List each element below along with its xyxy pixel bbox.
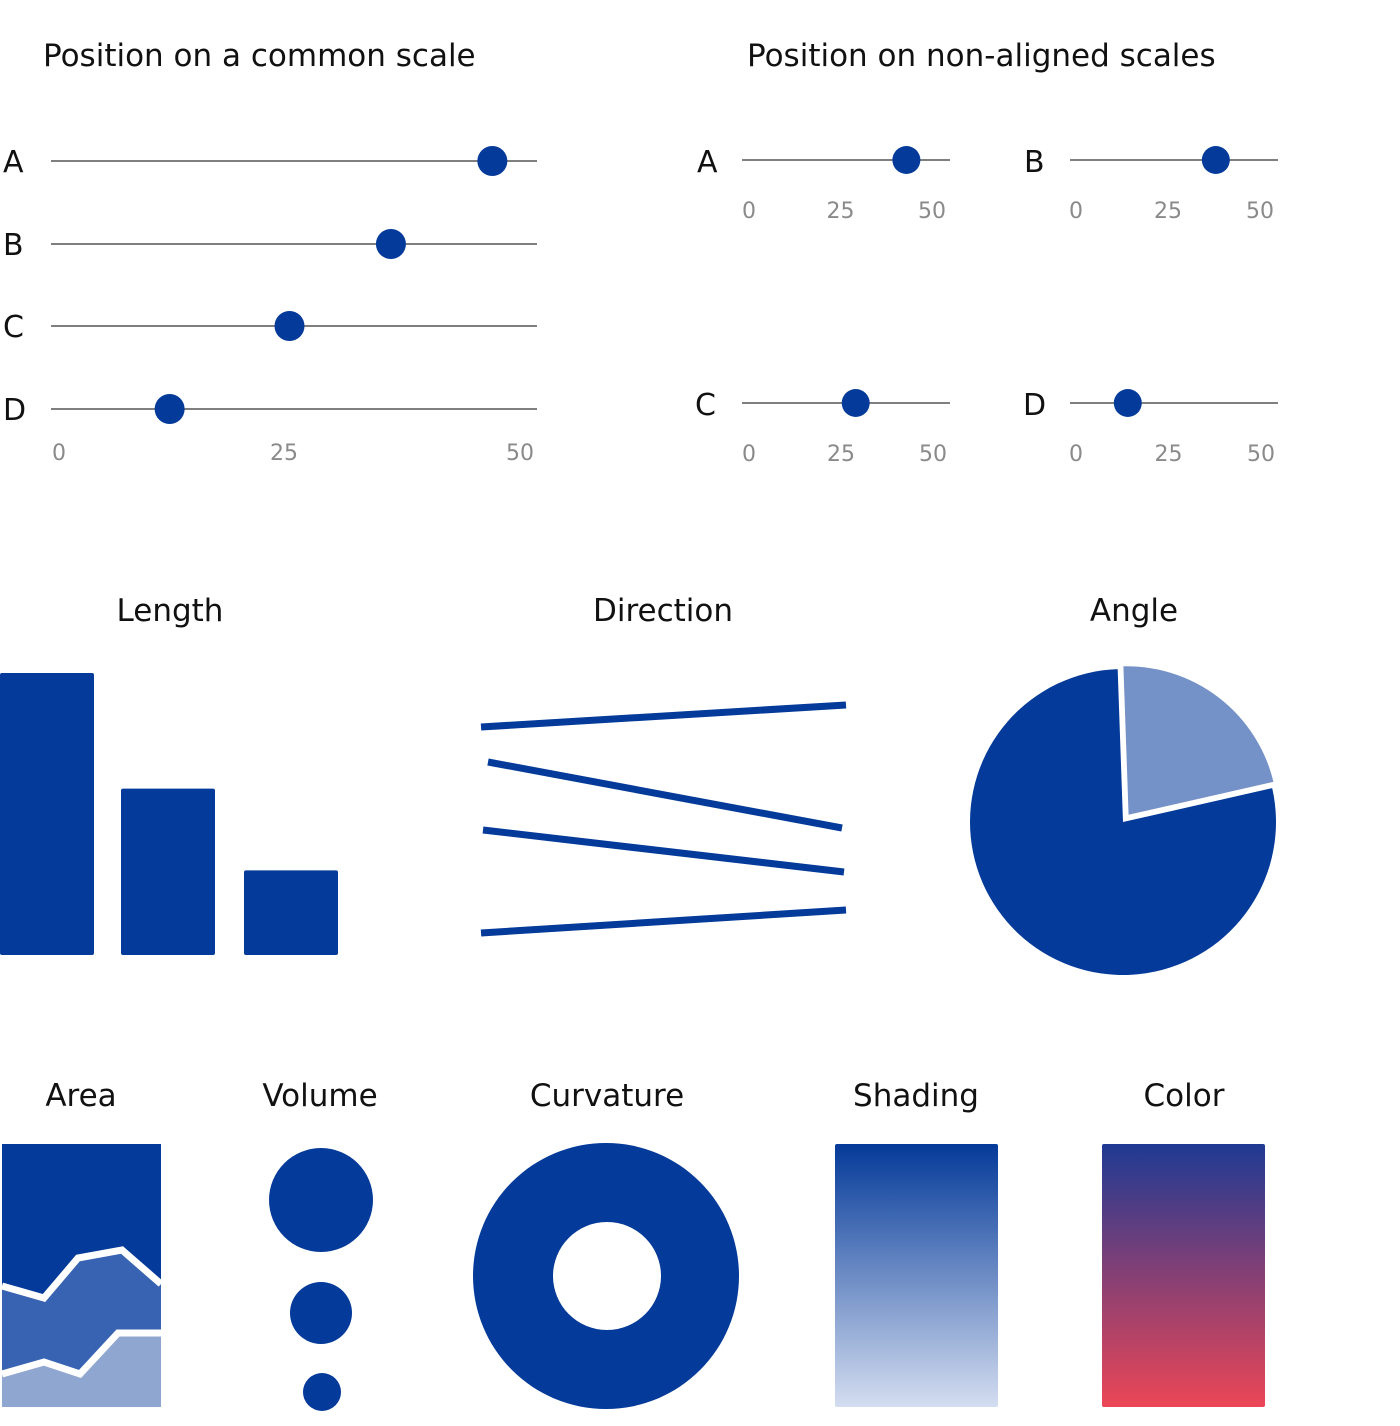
direction-lines bbox=[480, 701, 847, 937]
non-aligned-title: Position on non-aligned scales bbox=[747, 38, 1216, 74]
non-aligned-dot bbox=[1113, 389, 1142, 417]
angle-section: Angle bbox=[970, 593, 1279, 975]
common-row-label: D bbox=[3, 393, 26, 428]
area-title: Area bbox=[45, 1078, 116, 1114]
length-bars bbox=[0, 673, 338, 955]
length-section: Length bbox=[0, 593, 338, 955]
non-aligned-tick: 0 bbox=[1069, 442, 1083, 467]
area-upper-boundary bbox=[1, 1246, 164, 1302]
non-aligned-tick: 25 bbox=[827, 199, 855, 224]
non-aligned-tick: 0 bbox=[742, 442, 756, 467]
common-scale-title: Position on a common scale bbox=[43, 38, 476, 74]
non-aligned-panel-label: C bbox=[695, 388, 716, 423]
curvature-title: Curvature bbox=[530, 1078, 684, 1114]
non-aligned-panel-label: D bbox=[1023, 388, 1046, 423]
common-row-dot bbox=[477, 146, 508, 176]
volume-section: Volume bbox=[262, 1078, 378, 1411]
angle-pie bbox=[970, 662, 1279, 975]
color-title: Color bbox=[1144, 1078, 1225, 1114]
common-scale-section: Position on a common scale A B C D 0 25 50 bbox=[3, 38, 537, 466]
non-aligned-tick: 0 bbox=[1069, 199, 1083, 224]
non-aligned-panel-label: B bbox=[1024, 145, 1045, 180]
non-aligned-dot bbox=[892, 146, 921, 174]
non-aligned-tick: 50 bbox=[919, 442, 947, 467]
non-aligned-tick: 25 bbox=[1154, 199, 1182, 224]
non-aligned-tick: 50 bbox=[1247, 442, 1275, 467]
angle-pie-slice-large bbox=[970, 669, 1276, 975]
curvature-donut bbox=[473, 1143, 739, 1409]
direction-line-4 bbox=[480, 906, 847, 937]
curvature-section: Curvature bbox=[473, 1078, 739, 1409]
direction-section: Direction bbox=[480, 593, 847, 937]
direction-line-2 bbox=[487, 758, 843, 832]
volume-circle-large bbox=[269, 1148, 373, 1252]
non-aligned-dot bbox=[1201, 146, 1230, 174]
direction-line-3 bbox=[482, 826, 845, 876]
direction-line-1 bbox=[480, 701, 847, 731]
non-aligned-panel-label: A bbox=[697, 145, 718, 180]
length-title: Length bbox=[117, 593, 224, 629]
shading-gradient-rect bbox=[835, 1144, 998, 1407]
non-aligned-panel: A0 25 50 bbox=[697, 145, 950, 224]
volume-circle-small bbox=[303, 1373, 341, 1411]
non-aligned-tick: 25 bbox=[827, 442, 855, 467]
non-aligned-panel: C 0 25 50 bbox=[695, 388, 950, 467]
non-aligned-panel: B0 25 50 bbox=[1024, 145, 1278, 224]
angle-title: Angle bbox=[1090, 593, 1178, 629]
common-row-label: C bbox=[3, 310, 24, 345]
color-gradient-rect bbox=[1102, 1144, 1265, 1407]
area-lower-boundary bbox=[1, 1329, 161, 1379]
angle-pie-slice-small bbox=[1119, 662, 1279, 820]
common-row-label: A bbox=[3, 145, 24, 180]
direction-title: Direction bbox=[593, 593, 733, 629]
common-row-label: B bbox=[3, 228, 24, 263]
non-aligned-tick: 0 bbox=[742, 199, 756, 224]
common-row-dot bbox=[274, 311, 305, 341]
volume-circle-medium bbox=[290, 1282, 352, 1344]
shading-section: Shading bbox=[835, 1078, 998, 1407]
non-aligned-dot bbox=[841, 389, 870, 417]
non-aligned-tick: 50 bbox=[918, 199, 946, 224]
common-row-dot bbox=[154, 394, 185, 424]
volume-title: Volume bbox=[262, 1078, 377, 1114]
length-bar bbox=[244, 870, 338, 955]
common-tick-50: 50 bbox=[506, 441, 534, 466]
length-bar bbox=[0, 673, 94, 955]
non-aligned-tick: 50 bbox=[1246, 199, 1274, 224]
common-tick-0: 0 bbox=[52, 441, 66, 466]
color-section: Color bbox=[1102, 1078, 1265, 1407]
non-aligned-tick: 25 bbox=[1155, 442, 1183, 467]
area-section: Area bbox=[1, 1078, 164, 1407]
length-bar bbox=[121, 788, 215, 955]
area-bottom-layer bbox=[2, 1333, 161, 1407]
non-aligned-panel: D0 25 50 bbox=[1023, 388, 1278, 467]
common-scale-rows: A B C D bbox=[3, 145, 537, 428]
shading-title: Shading bbox=[853, 1078, 979, 1114]
common-row-dot bbox=[375, 229, 406, 259]
common-tick-25: 25 bbox=[270, 441, 298, 466]
